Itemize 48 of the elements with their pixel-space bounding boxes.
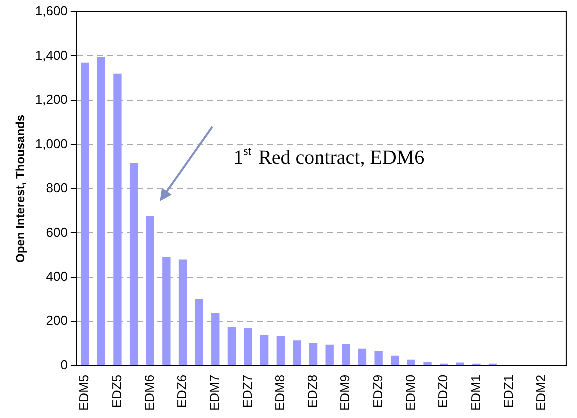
bar <box>130 163 138 366</box>
x-tick-label: EDM7 <box>207 374 222 412</box>
bar <box>342 344 350 366</box>
bar <box>162 257 171 366</box>
bar <box>228 327 236 366</box>
bar <box>391 356 400 366</box>
bar <box>212 313 220 366</box>
y-tick-label: 600 <box>46 224 68 240</box>
y-tick-label: 1,200 <box>35 92 68 108</box>
y-tick-label: 400 <box>46 268 68 284</box>
bar <box>260 335 269 366</box>
bar <box>178 260 188 366</box>
x-tick-label: EDZ5 <box>109 374 124 408</box>
x-tick-label: EDM2 <box>534 374 549 412</box>
bar <box>276 336 285 366</box>
bar <box>244 328 252 366</box>
y-tick-label: 0 <box>60 357 68 372</box>
bar <box>114 74 122 366</box>
bar <box>81 62 90 366</box>
x-tick-label: EDM1 <box>468 374 484 412</box>
bar <box>456 362 464 366</box>
x-tick-label: EDM0 <box>403 374 418 412</box>
x-tick-label: EDM6 <box>142 374 157 412</box>
x-tick-label: EDZ7 <box>240 374 255 408</box>
bar <box>309 343 318 366</box>
x-tick-label: EDM5 <box>76 374 92 412</box>
bar <box>146 216 154 366</box>
y-tick-label: 1,000 <box>35 136 68 152</box>
x-tick-label: EDZ0 <box>436 374 451 408</box>
y-tick-label: 200 <box>46 313 68 328</box>
x-tick-label: EDZ9 <box>370 374 386 408</box>
x-tick-label: EDZ1 <box>500 374 516 408</box>
y-tick-label: 800 <box>46 180 68 196</box>
bar <box>293 340 302 366</box>
bar <box>374 351 383 366</box>
x-tick-label: EDZ6 <box>174 374 190 408</box>
x-tick-label: EDM9 <box>338 374 353 412</box>
bar <box>326 344 334 366</box>
y-tick-label: 1,600 <box>35 4 68 19</box>
x-tick-label: EDZ8 <box>305 374 320 408</box>
bar <box>195 300 204 366</box>
bar <box>424 362 432 366</box>
y-axis-title: Open Interest, Thousands <box>14 114 28 263</box>
bar <box>407 360 416 366</box>
y-tick-label: 1,400 <box>35 48 68 63</box>
bar <box>97 57 106 366</box>
x-tick-label: EDM8 <box>272 374 288 412</box>
bar <box>358 348 367 366</box>
